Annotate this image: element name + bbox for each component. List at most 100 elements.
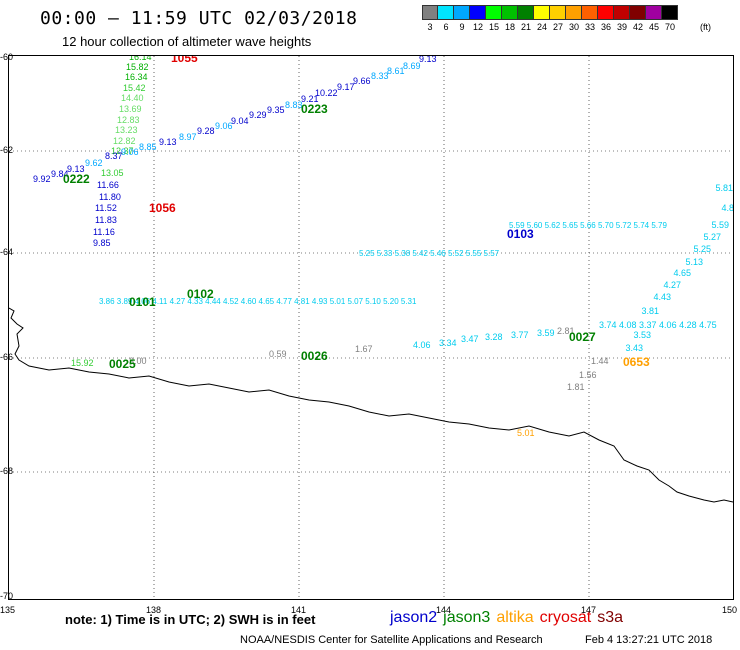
lat-label: -64 [0, 247, 14, 257]
legend-swatch-label: 33 [584, 22, 595, 32]
svg-text:1.56: 1.56 [579, 370, 597, 380]
svg-text:11.80: 11.80 [99, 192, 121, 202]
svg-text:3.86 3.89 4.06 4.11 4.27 4.33: 3.86 3.89 4.06 4.11 4.27 4.33 4.44 4.52 … [99, 297, 417, 306]
svg-text:15.42: 15.42 [123, 83, 146, 93]
gridlines [9, 56, 733, 599]
svg-text:0101: 0101 [129, 295, 156, 309]
svg-text:8.37: 8.37 [105, 151, 123, 161]
svg-text:5.25: 5.25 [693, 244, 711, 254]
footer-note: note: 1) Time is in UTC; 2) SWH is in fe… [65, 612, 316, 627]
svg-text:9.62: 9.62 [85, 158, 103, 168]
legend-swatch [598, 5, 614, 20]
svg-text:0222: 0222 [63, 172, 90, 186]
svg-text:11.16: 11.16 [93, 227, 115, 237]
svg-text:9.04: 9.04 [231, 116, 249, 126]
legend-swatch [422, 5, 438, 20]
svg-text:9.92: 9.92 [33, 174, 51, 184]
svg-text:5.01: 5.01 [517, 428, 535, 438]
svg-text:0.59: 0.59 [269, 349, 287, 359]
svg-text:9.21: 9.21 [301, 94, 319, 104]
legend-swatch-label: 30 [568, 22, 579, 32]
lat-label: -68 [0, 466, 14, 476]
svg-text:4.27: 4.27 [663, 280, 681, 290]
color-legend-labels: 3 6 9 12 15 18 21 24 27 30 33 36 39 42 45 70 [422, 22, 678, 32]
svg-text:14.40: 14.40 [121, 93, 144, 103]
mission-s3a: s3a [597, 609, 624, 626]
svg-text:3.43: 3.43 [625, 343, 643, 353]
svg-text:12.83: 12.83 [117, 115, 140, 125]
legend-swatch [630, 5, 646, 20]
svg-text:5.59 5.60 5.62 5.65 5.66 5.70: 5.59 5.60 5.62 5.65 5.66 5.70 5.72 5.74 … [509, 221, 667, 230]
legend-unit: (ft) [700, 22, 711, 32]
svg-text:4.06: 4.06 [413, 340, 431, 350]
svg-text:3.74 4.08 3.37 4.06 4.28 4.75: 3.74 4.08 3.37 4.06 4.28 4.75 [599, 320, 717, 330]
svg-text:3.00: 3.00 [129, 356, 147, 366]
svg-text:4.84: 4.84 [721, 203, 733, 213]
legend-swatch-label: 27 [552, 22, 563, 32]
legend-swatch-label: 45 [648, 22, 659, 32]
svg-text:9.66: 9.66 [353, 76, 371, 86]
svg-text:9.06: 9.06 [215, 121, 233, 131]
svg-text:9.13: 9.13 [159, 137, 177, 147]
svg-text:13.23: 13.23 [115, 125, 138, 135]
svg-text:0103: 0103 [507, 227, 534, 241]
svg-text:10.22: 10.22 [315, 88, 338, 98]
legend-swatch [502, 5, 518, 20]
svg-text:13.69: 13.69 [119, 104, 142, 114]
svg-text:8.69: 8.69 [403, 61, 421, 71]
svg-text:0025: 0025 [109, 357, 136, 371]
svg-text:0027: 0027 [569, 330, 596, 344]
svg-text:8.85: 8.85 [139, 142, 157, 152]
svg-text:12.82: 12.82 [113, 136, 136, 146]
credit-text: NOAA/NESDIS Center for Satellite Applica… [240, 634, 543, 646]
svg-text:1055: 1055 [171, 56, 198, 65]
legend-swatch [454, 5, 470, 20]
svg-text:5.59: 5.59 [711, 220, 729, 230]
svg-text:4.65: 4.65 [673, 268, 691, 278]
svg-text:15.82: 15.82 [126, 62, 149, 72]
svg-text:9.06: 9.06 [121, 147, 139, 157]
svg-text:8.61: 8.61 [387, 66, 405, 76]
mission-altika: altika [496, 609, 534, 626]
svg-text:9.13: 9.13 [67, 164, 85, 174]
svg-text:0653: 0653 [623, 355, 650, 369]
svg-text:1.81: 1.81 [567, 382, 585, 392]
legend-swatch-label: 24 [536, 22, 547, 32]
lon-label: 150 [722, 605, 738, 615]
legend-swatch-label: 36 [600, 22, 611, 32]
mission-jason2: jason2 [390, 609, 438, 626]
legend-swatch [486, 5, 502, 20]
svg-text:5.13: 5.13 [685, 257, 703, 267]
mission-cryosat: cryosat [539, 609, 592, 626]
lat-label: -60 [0, 52, 14, 62]
svg-text:3.28: 3.28 [485, 332, 503, 342]
lon-label: 138 [146, 605, 162, 615]
legend-swatch-label: 18 [504, 22, 515, 32]
lon-label: 144 [436, 605, 452, 615]
svg-text:0026: 0026 [301, 349, 328, 363]
svg-text:9.29: 9.29 [249, 110, 267, 120]
svg-text:8.97: 8.97 [179, 132, 197, 142]
legend-swatch-label: 6 [443, 22, 449, 32]
legend-swatch-label: 42 [632, 22, 643, 32]
svg-text:0223: 0223 [301, 102, 328, 116]
svg-text:9.35: 9.35 [267, 105, 285, 115]
mission-jason3: jason3 [443, 609, 491, 626]
svg-text:9.85: 9.85 [93, 238, 111, 248]
antarctic-coastline [8, 307, 734, 503]
color-legend [422, 5, 678, 20]
legend-swatch [470, 5, 486, 20]
svg-text:16.34: 16.34 [125, 72, 148, 82]
map-plot-area: 16.14 15.82 16.34 15.42 14.40 13.69 12.8… [8, 51, 739, 600]
legend-swatch-label: 70 [664, 22, 675, 32]
generated-timestamp: Feb 4 13:27:21 UTC 2018 [585, 634, 713, 646]
svg-text:3.47: 3.47 [461, 334, 479, 344]
svg-text:8.33: 8.33 [371, 71, 389, 81]
legend-swatch [582, 5, 598, 20]
legend-swatch [614, 5, 630, 20]
legend-swatch-label: 15 [488, 22, 499, 32]
svg-text:11.83: 11.83 [95, 215, 117, 225]
map-subtitle: 12 hour collection of altimeter wave hei… [62, 34, 312, 49]
legend-swatch-label: 39 [616, 22, 627, 32]
legend-swatch [646, 5, 662, 20]
